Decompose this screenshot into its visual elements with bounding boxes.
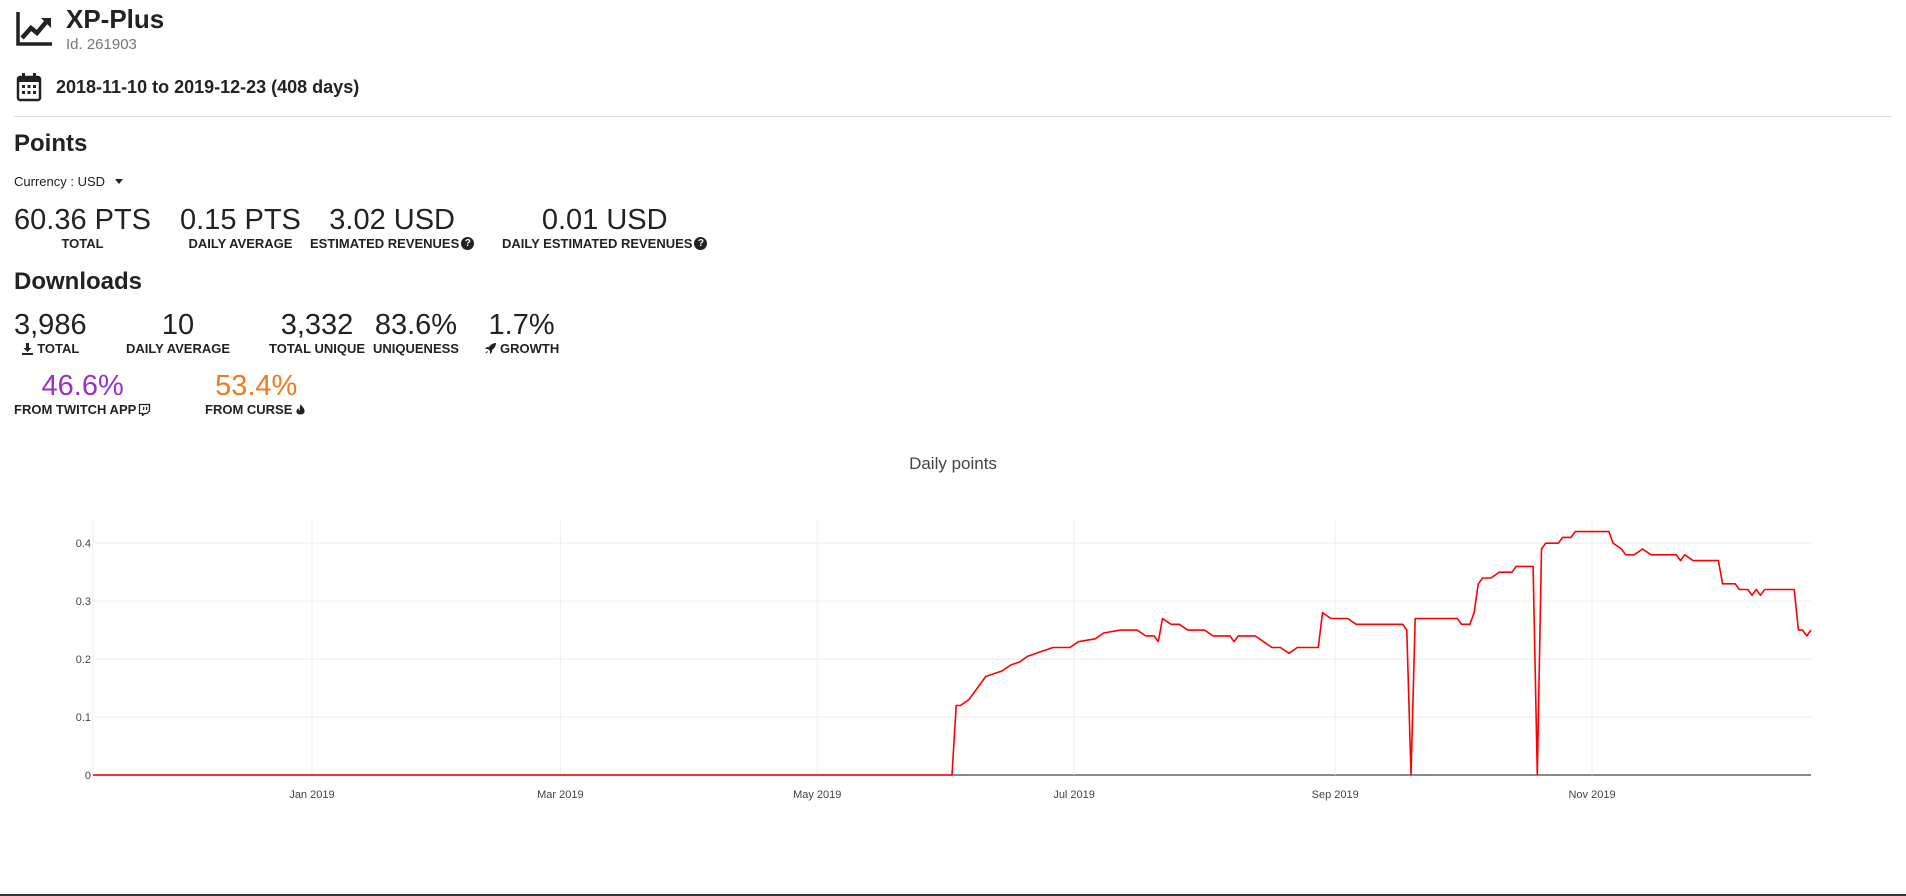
downloads-uniqueness-stat: 83.6% UNIQUENESS [373,309,459,356]
currency-dropdown[interactable]: Currency : USD [14,174,124,189]
x-tick-label: May 2019 [793,789,841,801]
downloads-daily-average-stat: 10 DAILY AVERAGE [126,309,230,356]
x-axis: Jan 2019 Mar 2019 May 2019 Jul 2019 Sep 2019… [289,789,1615,801]
fire-icon [296,404,305,415]
stat-label: ESTIMATED REVENUES [310,236,460,251]
currency-label: Currency : USD [14,174,106,189]
stat-label-row: TOTAL [14,341,87,356]
points-heading: Points [14,130,88,157]
daily-points-chart: 0 0.1 0.2 0.3 0.4 Jan 2019 Mar 2019 May 2019 Ju… [76,520,1812,801]
downloads-total-stat: 3,986 TOTAL [14,309,87,356]
downloads-heading: Downloads [14,268,143,295]
stat-label-row: FROM TWITCH APP [14,402,151,417]
y-tick-label: 0.3 [76,596,91,608]
app-header: XP-Plus Id. 261903 [14,4,164,54]
estimated-revenues-stat: 3.02 USD ESTIMATED REVENUES ? [310,204,475,251]
app-id: Id. 261903 [66,36,137,53]
downloads-total-unique-stat: 3,332 TOTAL UNIQUE [269,309,365,356]
downloads-growth-stat: 1.7% GROWTH [484,309,559,356]
chart-grid [92,520,1811,776]
points-daily-average-stat: 0.15 PTS DAILY AVERAGE [180,204,301,251]
stat-value: 46.6% [41,370,124,402]
stat-value: 1.7% [488,309,555,341]
y-axis: 0 0.1 0.2 0.3 0.4 [76,538,91,782]
stat-label-row: GROWTH [484,341,559,356]
stat-label: TOTAL [37,341,80,356]
x-tick-label: Jan 2019 [289,789,334,801]
stat-label: DAILY AVERAGE [126,341,231,356]
series-lines [93,530,1812,776]
stat-label-row: ESTIMATED REVENUES ? [310,236,475,251]
chart-title: Daily points [909,454,997,473]
from-curse-stat: 53.4% FROM CURSE [205,370,307,417]
bottom-border [0,894,1906,896]
daily-estimated-revenues-stat: 0.01 USD DAILY ESTIMATED REVENUES ? [502,204,708,251]
help-icon[interactable]: ? [694,237,708,250]
stat-label: FROM TWITCH APP [14,402,137,417]
points-total-stat: 60.36 PTS TOTAL [14,204,151,251]
stat-label: TOTAL UNIQUE [269,341,366,356]
stat-value: 3,332 [280,309,354,341]
stat-value: 3.02 USD [329,204,455,236]
twitch-icon [139,403,151,416]
stat-value: 83.6% [374,309,458,341]
x-tick-label: Mar 2019 [537,789,583,801]
from-twitch-stat: 46.6% FROM TWITCH APP [14,370,151,417]
stat-value: 53.4% [215,370,298,402]
download-icon [22,343,34,355]
date-range-text: 2018-11-10 to 2019-12-23 (408 days) [56,76,360,97]
stat-label: UNIQUENESS [373,341,459,356]
stat-value: 0.01 USD [541,204,668,236]
x-tick-label: Sep 2019 [1312,789,1359,801]
y-tick-label: 0.1 [76,712,91,724]
stat-label: FROM CURSE [205,402,293,417]
trending-up-icon [16,12,52,46]
calendar-icon [16,73,42,102]
stat-label: DAILY AVERAGE [188,236,293,251]
rocket-icon [485,343,496,354]
help-icon[interactable]: ? [461,237,475,250]
stat-label-row: FROM CURSE [205,402,307,417]
daily-points-line [93,530,1812,776]
divider [14,116,1892,117]
stat-label: DAILY ESTIMATED REVENUES [502,236,693,251]
x-tick-label: Jul 2019 [1053,789,1095,801]
stat-value: 10 [161,309,195,341]
stat-label-row: DAILY ESTIMATED REVENUES ? [502,236,708,251]
x-tick-label: Nov 2019 [1568,789,1615,801]
chevron-down-icon [115,179,124,184]
stat-value: 60.36 PTS [14,204,152,236]
y-tick-label: 0.4 [76,538,91,550]
stat-label: TOTAL [61,236,104,251]
y-tick-label: 0 [85,770,91,782]
stat-value: 3,986 [14,309,87,341]
y-tick-label: 0.2 [76,654,91,666]
app-title: XP-Plus [66,4,165,34]
date-range-row: 2018-11-10 to 2019-12-23 (408 days) [16,72,359,102]
stat-label: GROWTH [500,341,560,356]
stat-value: 0.15 PTS [180,204,301,236]
